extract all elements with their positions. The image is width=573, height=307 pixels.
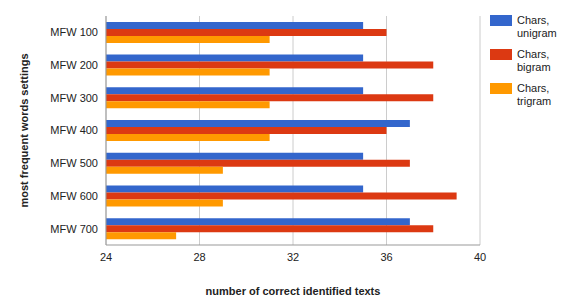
svg-text:MFW 700: MFW 700 xyxy=(50,223,98,235)
svg-text:MFW 500: MFW 500 xyxy=(50,157,98,169)
html-text:Chars, unigram: Chars, unigram xyxy=(517,14,557,39)
svg-text:MFW 600: MFW 600 xyxy=(50,190,98,202)
svg-text:28: 28 xyxy=(193,251,205,263)
html-text:Chars, bigram: Chars, bigram xyxy=(517,48,551,73)
svg-text:40: 40 xyxy=(474,251,486,263)
svg-text:32: 32 xyxy=(287,251,299,263)
svg-text:MFW 200: MFW 200 xyxy=(50,59,98,71)
html-text:Chars, trigram: Chars, trigram xyxy=(517,82,552,107)
svg-text:most frequent words settings: most frequent words settings xyxy=(18,53,30,207)
svg-text:MFW 300: MFW 300 xyxy=(50,92,98,104)
svg-text:MFW 100: MFW 100 xyxy=(50,26,98,38)
svg-text:36: 36 xyxy=(380,251,392,263)
svg-text:number of correct identified t: number of correct identified texts xyxy=(206,285,381,297)
svg-text:MFW 400: MFW 400 xyxy=(50,124,98,136)
svg-text:24: 24 xyxy=(100,251,112,263)
